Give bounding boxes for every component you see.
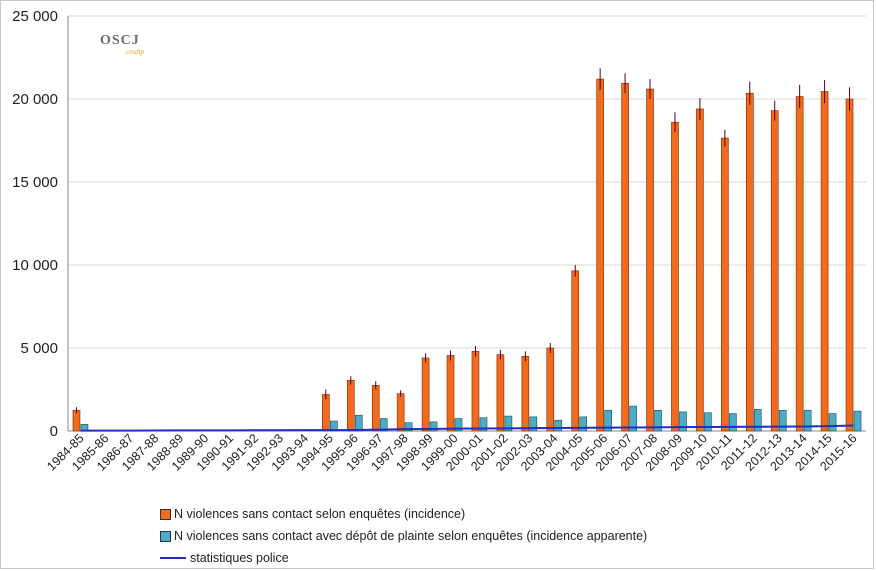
bar-incidence-apparente [379,418,388,432]
legend-swatch-orange [160,508,171,520]
bar-incidence [795,96,804,432]
chart-legend: N violences sans contact selon enquêtes … [160,503,647,569]
bar-incidence-apparente [654,409,662,432]
bar-incidence [322,394,330,432]
bar-incidence [745,92,754,432]
bar-incidence [820,91,829,432]
bar-incidence-apparente [729,413,737,432]
bar-incidence-apparente [454,418,463,432]
bar-incidence-apparente [828,413,837,432]
bar-incidence [471,351,480,432]
bar-incidence-apparente [404,422,413,432]
legend-swatch-line [160,557,186,559]
bar-incidence [496,354,505,432]
bar-incidence-apparente [529,416,538,432]
bar-incidence [346,380,355,432]
y-tick-label: 20 000 [12,91,58,108]
bar-incidence [646,88,654,432]
bar-incidence [446,355,455,432]
bar-incidence [671,121,679,432]
y-tick-label: 5 000 [20,340,58,357]
bar-incidence-apparente [354,414,363,432]
line-statistiques-police [80,424,854,432]
bar-incidence [521,355,530,432]
bar-incidence [845,98,854,432]
bar-incidence [396,393,405,432]
bar-incidence [721,137,729,432]
bar-incidence [421,357,430,432]
legend-item-blue: N violences sans contact avec dépôt de p… [160,525,647,547]
y-tick-label: 0 [50,423,58,440]
y-tick-label: 25 000 [12,8,58,25]
oscj-logo: OSCJ cesdip [100,33,144,57]
bar-incidence-apparente [704,412,712,432]
bar-incidence [596,78,604,432]
bar-incidence-apparente [479,417,488,432]
bar-incidence [696,108,704,432]
bar-incidence-apparente [853,410,862,432]
bar-incidence-apparente [753,409,762,432]
legend-item-line: statistiques police [160,547,647,569]
bar-incidence [371,385,380,432]
logo-subtext: cesdip [126,48,144,56]
legend-item-orange: N violences sans contact selon enquêtes … [160,503,647,525]
bar-incidence [546,347,555,432]
bar-incidence-apparente [679,411,687,432]
legend-swatch-blue [160,530,171,542]
bar-incidence-apparente [579,416,588,432]
bar-incidence-apparente [629,405,637,432]
bar-incidence [72,409,81,432]
bar-incidence-apparente [604,409,612,432]
y-tick-label: 15 000 [12,174,58,191]
bar-incidence-apparente [554,419,563,432]
y-tick-label: 10 000 [12,257,58,274]
bar-incidence-apparente [429,421,438,432]
bar-incidence [770,110,779,432]
legend-label-blue: N violences sans contact avec dépôt de p… [174,529,648,543]
bar-incidence-apparente [803,409,812,432]
bar-incidence-apparente [504,415,513,432]
legend-label-line: statistiques police [190,551,289,565]
legend-label-orange: N violences sans contact selon enquêtes … [174,507,466,521]
bar-incidence [621,82,629,432]
bar-incidence [571,270,580,432]
bar-incidence-apparente [778,409,787,432]
logo-text: OSCJ [100,33,140,48]
